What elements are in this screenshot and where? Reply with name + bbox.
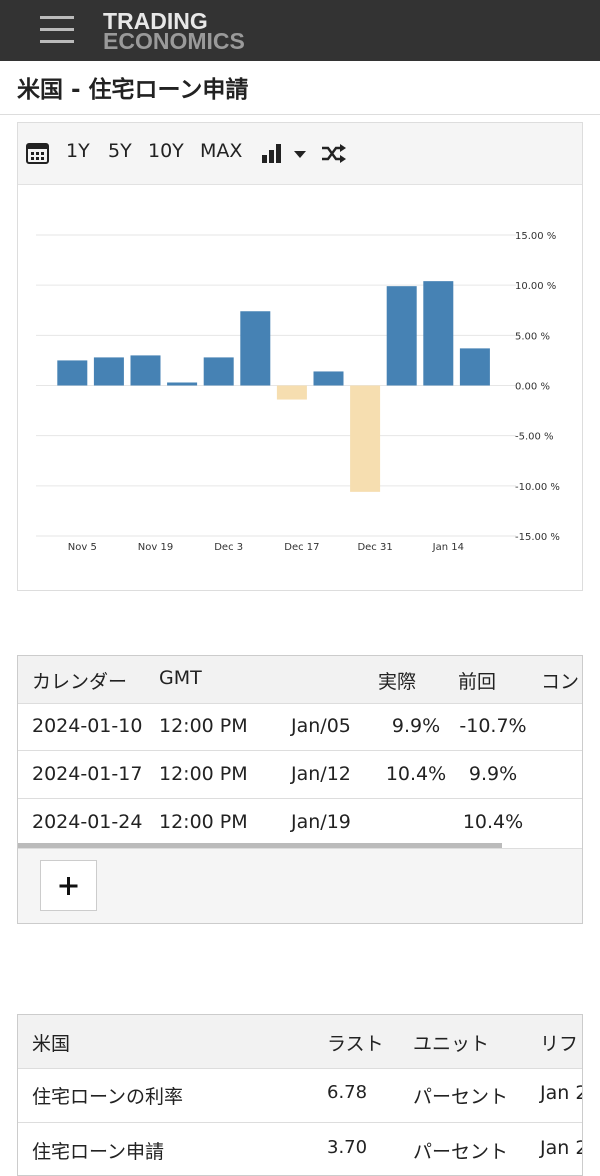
bar [93, 357, 124, 386]
logo-bottom[interactable]: ECONOMICS [103, 28, 245, 54]
bar [130, 355, 161, 386]
table-cell[interactable]: 住宅ローン申請 [32, 1141, 165, 1163]
shuffle-icon[interactable] [321, 143, 347, 165]
y-tick-label: 15.00 % [515, 231, 556, 242]
row-divider [18, 1122, 582, 1123]
range-button[interactable]: MAX [200, 140, 243, 162]
calendar-icon[interactable] [26, 142, 50, 164]
table-cell: Jan 2 [540, 1137, 583, 1159]
table-cell[interactable]: 住宅ローンの利率 [32, 1086, 184, 1108]
table-cell: 12:00 PM [159, 811, 248, 833]
y-tick-label: 10.00 % [515, 281, 556, 292]
bar [276, 385, 307, 400]
table-header [18, 656, 582, 704]
table-footer [18, 848, 582, 923]
table-cell: Jan/19 [291, 811, 351, 833]
table-cell: Jan 2 [540, 1082, 583, 1104]
table-cell: パーセント [413, 1141, 509, 1163]
y-tick-label: -10.00 % [515, 482, 560, 493]
row-divider [18, 750, 582, 751]
x-tick-label: Jan 14 [432, 542, 464, 553]
table-header [18, 1015, 582, 1069]
bar [350, 385, 381, 492]
bar [203, 357, 234, 386]
table-cell: 12:00 PM [159, 715, 248, 737]
x-tick-label: Nov 19 [138, 542, 173, 553]
x-tick-label: Nov 5 [68, 542, 97, 553]
table-cell: 3.70 [327, 1137, 368, 1158]
bar [313, 371, 344, 386]
table-cell: 9.9% [391, 715, 441, 737]
x-tick-label: Dec 31 [357, 542, 392, 553]
x-tick-label: Dec 3 [214, 542, 243, 553]
x-tick-label: Dec 17 [284, 542, 319, 553]
top-bar: TRADING ECONOMICS [0, 0, 600, 61]
bar [423, 281, 454, 386]
table-cell: 12:00 PM [159, 763, 248, 785]
y-tick-label: 5.00 % [515, 331, 550, 342]
related-table: 米国 ラスト ユニット リフ住宅ローンの利率 6.78 パーセント Jan 2 住宅ローン申請… [17, 1014, 583, 1176]
bar [167, 382, 198, 386]
header-cell: 前回 [458, 671, 497, 693]
table-cell: 10.4% [462, 811, 524, 833]
scrollbar[interactable] [18, 843, 502, 848]
range-button[interactable]: 10Y [148, 140, 184, 162]
range-button[interactable]: 5Y [108, 140, 132, 162]
header-cell: カレンダー [32, 671, 128, 693]
divider [0, 114, 600, 115]
table-cell: 9.9% [468, 763, 518, 785]
page-title: 米国 - 住宅ローン申請 [17, 77, 249, 103]
header-cell: ユニット [413, 1033, 490, 1055]
row-divider [18, 798, 582, 799]
table-cell: 2024-01-24 [32, 811, 143, 833]
chart-type-icon[interactable] [262, 143, 312, 165]
table-cell: Jan/12 [291, 763, 351, 785]
header-cell: ラスト [327, 1033, 384, 1055]
y-tick-label: 0.00 % [515, 382, 550, 393]
header-cell: コン [541, 671, 580, 693]
chart-panel: 1Y 5Y 10Y MAX 15.00 % 10.00 % 5.00 % 0.00 % -5.… [17, 122, 583, 591]
table-cell: 6.78 [327, 1082, 368, 1103]
chart-toolbar: 1Y 5Y 10Y MAX [18, 123, 582, 185]
table-cell: -10.7% [459, 715, 527, 737]
bar [240, 311, 271, 386]
table-cell: 2024-01-17 [32, 763, 143, 785]
table-cell: 10.4% [385, 763, 447, 785]
table-cell: Jan/05 [291, 715, 351, 737]
chart: 15.00 % 10.00 % 5.00 % 0.00 % -5.00 % -10.00 … [36, 231, 560, 553]
menu-icon[interactable] [40, 16, 76, 44]
table-cell: パーセント [413, 1086, 509, 1108]
y-tick-label: -15.00 % [515, 532, 560, 543]
header-cell: 米国 [32, 1033, 71, 1055]
bar [57, 360, 88, 386]
y-tick-label: -5.00 % [515, 432, 554, 443]
header-cell: GMT [159, 667, 202, 689]
add-button[interactable] [40, 860, 98, 912]
bar [459, 348, 490, 386]
bar [386, 286, 417, 386]
table-cell: 2024-01-10 [32, 715, 143, 737]
range-button[interactable]: 1Y [66, 140, 90, 162]
calendar-table: カレンダー GMT 実際 前回 コン 2024-01-10 12:00 PM Jan/05 9.… [17, 655, 583, 924]
logo-top[interactable]: TRADING [103, 8, 208, 34]
header-cell: リフ [540, 1033, 579, 1055]
header-cell: 実際 [378, 671, 417, 693]
